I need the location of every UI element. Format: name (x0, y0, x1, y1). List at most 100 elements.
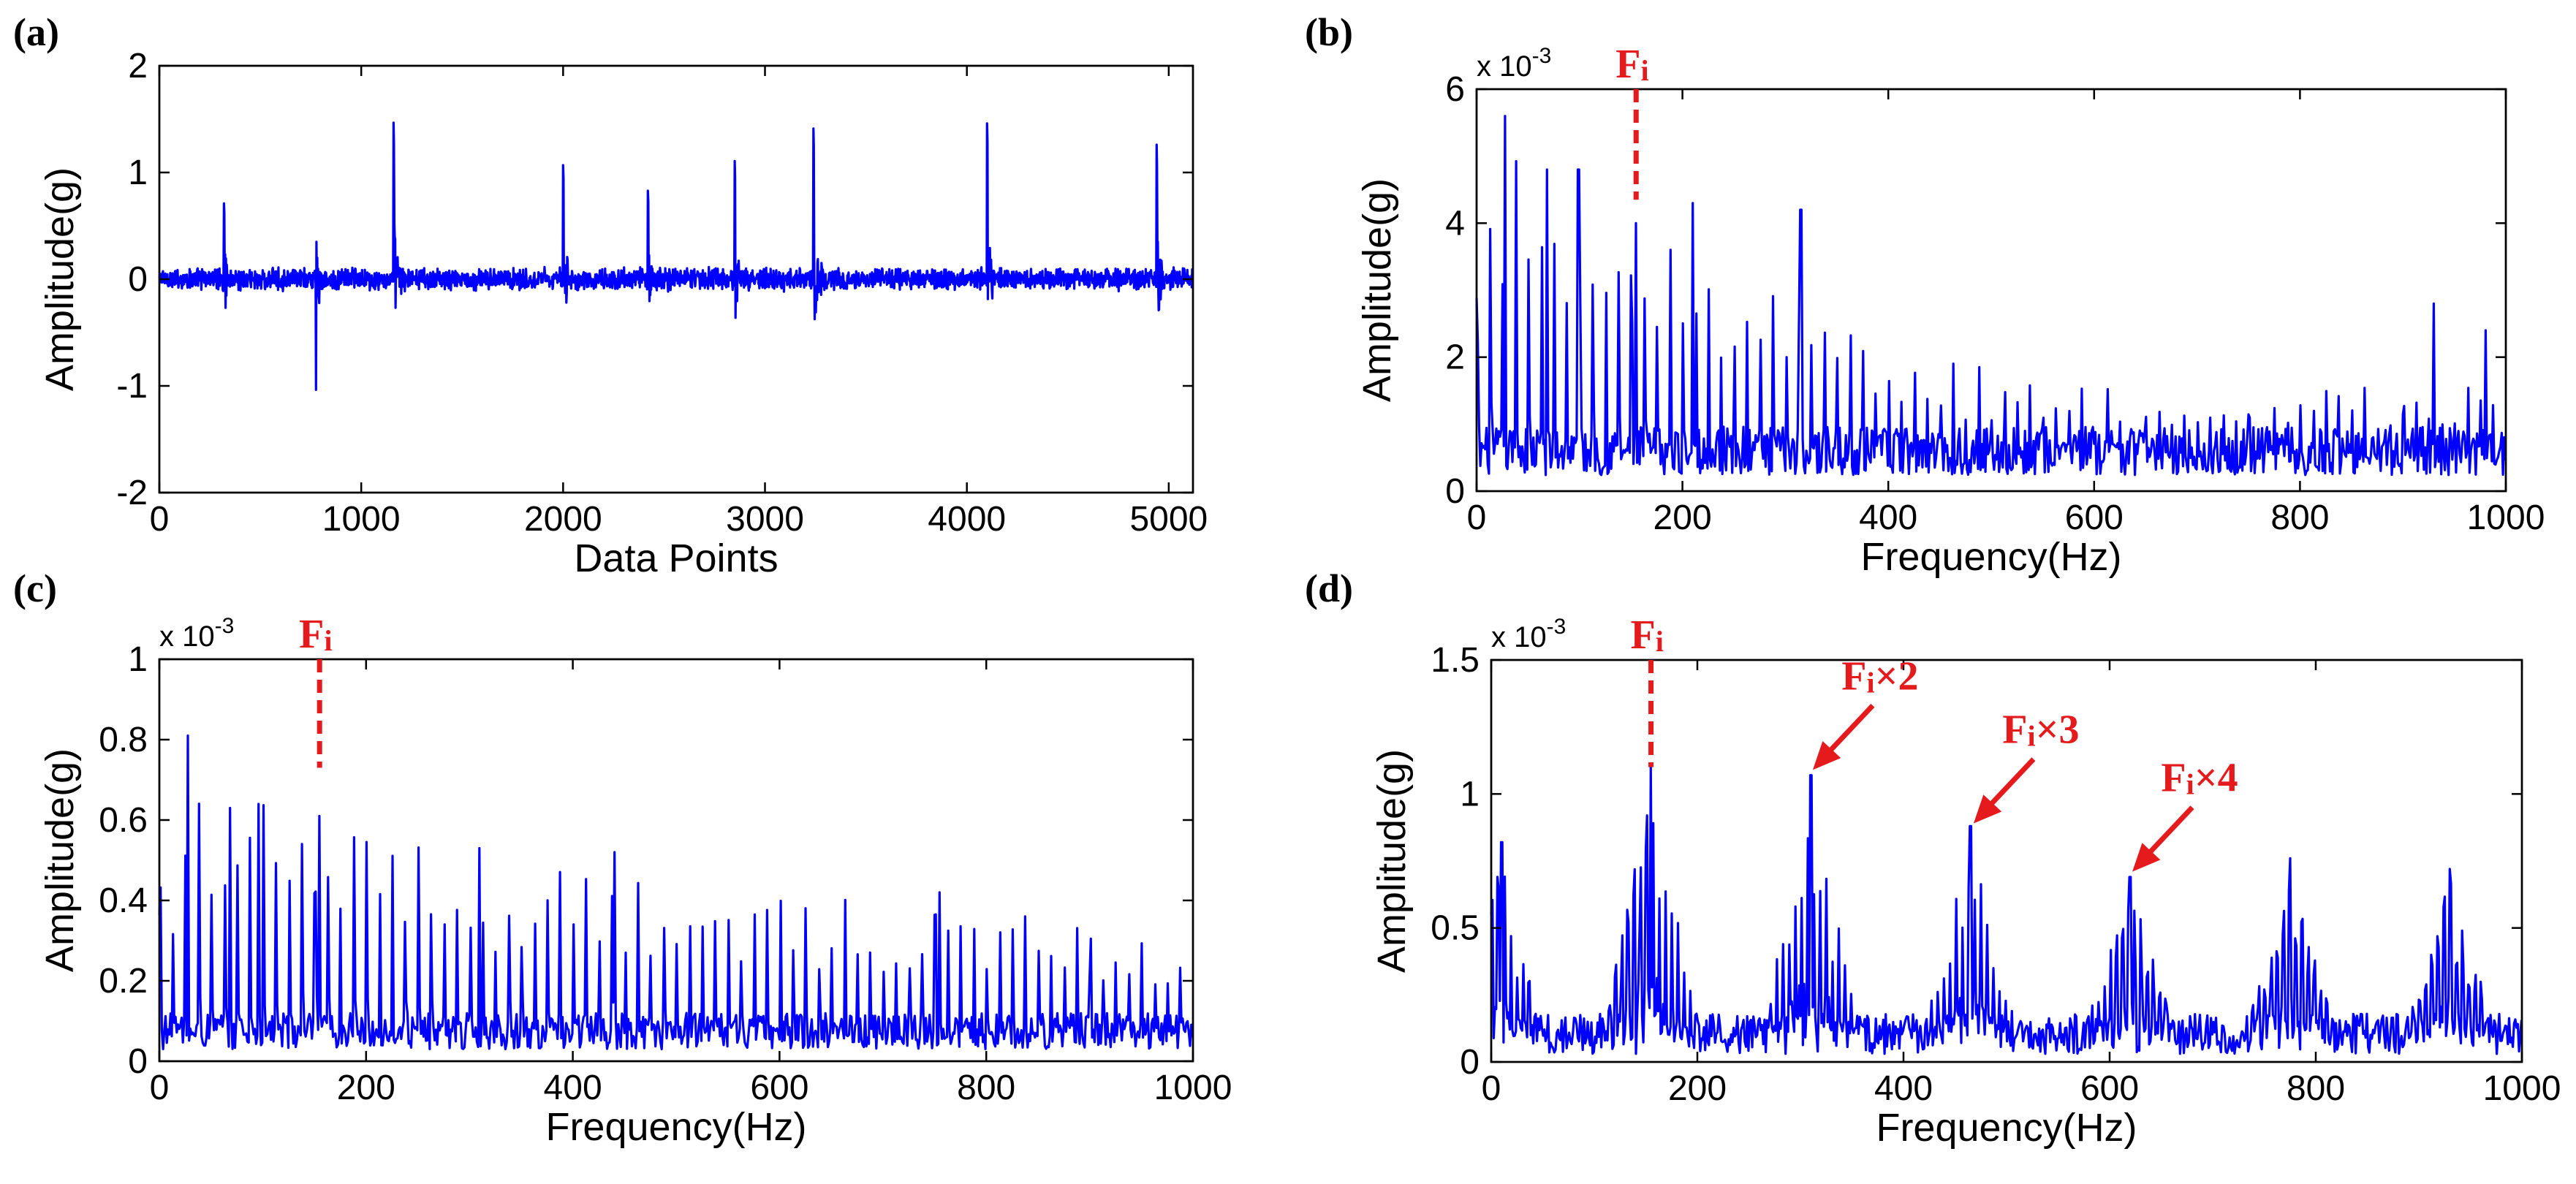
panel-label: (a) (13, 10, 59, 54)
harmonic-label-main: F (2161, 756, 2186, 801)
x-axis-title: Data Points (574, 536, 778, 580)
harmonic-arrow-line (2142, 805, 2194, 861)
panel-label: (d) (1305, 566, 1353, 610)
x-tick-label: 600 (2080, 1069, 2139, 1108)
exponent-power: -3 (1547, 615, 1567, 639)
panel-c: (c) 0 200 400 600 800 1000 0 0.2 0.4 0.6 0.8 1 Freque… (13, 566, 1232, 1149)
panel-label: (c) (13, 566, 57, 610)
x-tick-label: 200 (337, 1069, 395, 1107)
y-tick-label: 2 (1445, 338, 1465, 377)
harmonic-arrow-head (1812, 740, 1841, 770)
fi-label-main: F (299, 612, 324, 657)
x-tick-label: 0 (150, 1069, 170, 1107)
y-tick-label: 0 (1460, 1043, 1480, 1082)
fi-label: Fi (1615, 42, 1648, 87)
x-tick-label: 0 (150, 500, 170, 539)
x-tick-label: 0 (1482, 1069, 1501, 1108)
y-axis-title: Amplitude(g) (38, 748, 82, 972)
y-tick-label: 1 (128, 153, 148, 192)
y-tick-label: 0.5 (1431, 909, 1480, 948)
exponent-base: x 10 (1491, 621, 1547, 653)
harmonic-label-main: F (2002, 707, 2027, 753)
y-tick-label: 0 (1445, 472, 1465, 511)
x-tick-label: 600 (2065, 498, 2124, 537)
series-line (158, 734, 1194, 1051)
x-tick-label: 800 (2287, 1069, 2345, 1108)
x-tick-label: 4000 (928, 500, 1006, 539)
harmonic-label-suffix: ×3 (2036, 707, 2080, 753)
panel-b: (b) 0 200 400 600 800 1000 0 2 4 6 Frequency(Hz) Amp… (1305, 10, 2545, 579)
exponent-base: x 10 (1477, 50, 1532, 83)
x-axis-title: Frequency(Hz) (545, 1105, 806, 1149)
series-line (1475, 115, 2507, 477)
y-tick-label: 1 (1460, 775, 1480, 813)
harmonic-label-main: F (1841, 653, 1866, 699)
panel-label: (b) (1305, 10, 1353, 54)
x-tick-label: 1000 (2483, 1069, 2561, 1108)
panel-d: (d) 0 200 400 600 800 1000 0 0.5 1 1.5 Frequency(Hz… (1305, 566, 2561, 1150)
x-tick-label: 1000 (322, 500, 401, 539)
harmonic-label: Fi×2 (1841, 653, 1918, 699)
plot-frame (1475, 88, 2507, 493)
harmonic-label: Fi×4 (2161, 756, 2238, 801)
fi-label-sub: i (1640, 54, 1648, 87)
y-axis-title: Amplitude(g) (1370, 749, 1414, 973)
exponent-power: -3 (215, 614, 235, 638)
plot-area (1490, 659, 2523, 1063)
y-tick-label: 0.8 (99, 721, 148, 759)
harmonic-label: Fi×3 (2002, 707, 2079, 753)
y-axis-title: Amplitude(g) (38, 167, 82, 391)
fi-label-main: F (1615, 42, 1640, 87)
fi-label-sub: i (1656, 625, 1664, 658)
x-tick-label: 800 (2270, 498, 2329, 537)
fi-label-sub: i (324, 624, 332, 657)
harmonic-label-suffix: ×4 (2194, 756, 2238, 801)
exponent-base: x 10 (159, 621, 215, 653)
x-tick-label: 200 (1653, 498, 1712, 537)
harmonic-label-sub: i (2027, 720, 2035, 753)
x-axis-title: Frequency(Hz) (1860, 535, 2121, 579)
y-tick-label: 4 (1445, 204, 1465, 243)
series-line (1490, 766, 2523, 1055)
harmonic-arrow-line (1983, 757, 2036, 813)
y-tick-label: -2 (116, 474, 148, 512)
y-tick-label: 0.4 (99, 881, 148, 920)
x-axis-title: Frequency(Hz) (1876, 1106, 2137, 1150)
x-tick-label: 0 (1467, 498, 1487, 537)
y-exponent-label: x 10-3 (159, 614, 234, 653)
y-tick-label: 6 (1445, 70, 1465, 109)
x-tick-label: 200 (1668, 1069, 1727, 1108)
y-exponent-label: x 10-3 (1491, 615, 1566, 653)
y-tick-label: 0.6 (99, 801, 148, 840)
harmonic-label-suffix: ×2 (1875, 653, 1919, 699)
y-tick-label: 0 (128, 260, 148, 299)
x-tick-label: 800 (957, 1069, 1015, 1107)
fi-label: Fi (1631, 612, 1664, 658)
y-tick-label: 1 (128, 640, 148, 679)
harmonic-label-sub: i (1867, 666, 1875, 699)
x-tick-label: 2000 (524, 500, 602, 539)
x-tick-label: 600 (750, 1069, 808, 1107)
x-tick-label: 400 (544, 1069, 602, 1107)
plot-frame (1490, 659, 2523, 1063)
y-tick-label: 0.2 (99, 962, 148, 1001)
fi-label: Fi (299, 612, 332, 657)
plot-frame (158, 658, 1194, 1063)
harmonic-arrow-head (2132, 843, 2161, 872)
x-tick-label: 5000 (1129, 500, 1208, 539)
y-exponent-label: x 10-3 (1477, 44, 1551, 83)
y-axis-title: Amplitude(g) (1355, 178, 1399, 402)
y-tick-label: 0 (128, 1042, 148, 1081)
x-tick-label: 1000 (1154, 1069, 1232, 1107)
y-tick-label: 2 (128, 47, 148, 86)
harmonic-label-sub: i (2186, 768, 2194, 801)
panel-a: (a) 0 1000 2000 3000 4000 5000 -2 -1 0 1 2 Data Poin… (13, 10, 1208, 580)
x-tick-label: 400 (1874, 1069, 1933, 1108)
x-tick-label: 3000 (726, 500, 804, 539)
y-tick-label: -1 (116, 367, 148, 406)
x-tick-label: 1000 (2467, 498, 2545, 537)
fi-label-main: F (1631, 612, 1656, 658)
y-tick-label: 1.5 (1431, 641, 1480, 680)
series-line (158, 121, 1194, 391)
